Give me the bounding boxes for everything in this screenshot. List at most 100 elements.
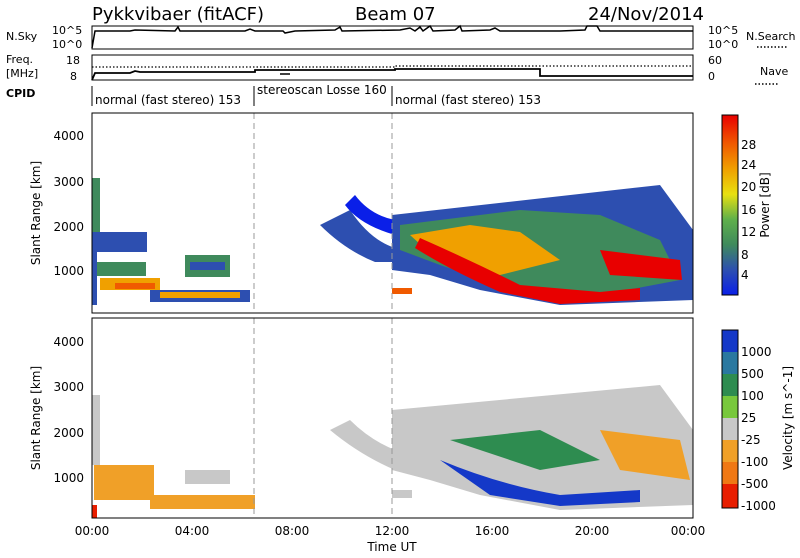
velocity-echo-e: [92, 505, 97, 518]
power-cb-tick-12: 12: [741, 225, 756, 239]
power-ytick-3000: 3000: [53, 175, 84, 189]
velocity-ytick-1000: 1000: [53, 471, 84, 485]
power-panel: 1000 2000 3000 4000 Slant Range [km] 4 8…: [29, 112, 772, 314]
xtick-0000: 00:00: [75, 524, 110, 538]
velocity-echo-c: [150, 495, 255, 509]
xtick-1200: 12:00: [375, 524, 410, 538]
velocity-cb-tick-1000: 1000: [741, 345, 772, 359]
power-ytick-2000: 2000: [53, 220, 84, 234]
nave-label: Nave: [760, 65, 788, 78]
velocity-panel: 1000 2000 3000 4000 Slant Range [km] 00:…: [29, 317, 795, 554]
velocity-panel-frame: [91, 317, 694, 519]
velocity-cb-band-25: [722, 396, 738, 418]
nsky-line: [91, 24, 693, 49]
power-echo-b: [92, 232, 147, 252]
xtick-2000: 20:00: [575, 524, 610, 538]
freq-left-tick-bottom: 8: [70, 70, 77, 83]
power-cb-tick-28: 28: [741, 138, 756, 152]
velocity-cb-band-500: [722, 352, 738, 374]
velocity-scatter: [92, 385, 693, 518]
cpid-segment-3: normal (fast stereo) 153: [395, 93, 541, 107]
xtick-0800: 08:00: [275, 524, 310, 538]
power-echo-e: [115, 283, 155, 289]
velocity-cb-band-neg25: [722, 418, 738, 440]
velocity-cb-tick-neg1000: -1000: [741, 499, 776, 513]
xtick-2400: 00:00: [671, 524, 706, 538]
nsearch-label: N.Search: [746, 30, 796, 43]
cpid-segment-2: stereoscan Losse 160: [257, 83, 387, 97]
velocity-cb-band-neg1000: [722, 484, 738, 508]
cpid-segment-1: normal (fast stereo) 153: [95, 93, 241, 107]
xtick-0400: 04:00: [175, 524, 210, 538]
velocity-echo-k: [392, 490, 412, 498]
velocity-cb-band-neg500: [722, 462, 738, 484]
power-echo-a: [92, 178, 100, 238]
velocity-cb-tick-500: 500: [741, 367, 764, 381]
power-echo-c: [96, 262, 146, 276]
power-ylabel: Slant Range [km]: [29, 161, 43, 265]
xlabel: Time UT: [366, 540, 417, 554]
power-colorbar-label: Power [dB]: [758, 172, 772, 237]
power-echo-j: [92, 250, 97, 305]
power-panel-frame: [91, 112, 694, 314]
freq-panel: Freq. [MHz] 18 8 60 0 Nave: [6, 53, 788, 85]
power-cb-tick-8: 8: [741, 248, 749, 262]
power-echo-l: [345, 195, 395, 235]
nsky-left-tick-bottom: 10^0: [52, 38, 82, 51]
velocity-echo-a: [92, 395, 100, 465]
velocity-cb-tick-25: 25: [741, 411, 756, 425]
velocity-ylabel: Slant Range [km]: [29, 366, 43, 470]
nsky-right-tick-top: 10^5: [708, 24, 738, 37]
velocity-cb-band-1000: [722, 330, 738, 352]
velocity-colorbar-label: Velocity [m s^-1]: [781, 366, 795, 470]
nave-line: [92, 65, 693, 68]
xtick-1600: 16:00: [475, 524, 510, 538]
power-echo-p: [415, 238, 640, 304]
power-cb-tick-4: 4: [741, 268, 749, 282]
power-scatter: [92, 178, 693, 305]
power-echo-r: [392, 288, 412, 294]
velocity-colorbar-frame: [721, 329, 739, 509]
station-title: Pykkvibaer (fitACF): [92, 4, 264, 25]
velocity-ytick-2000: 2000: [53, 426, 84, 440]
nsky-panel-frame: [91, 25, 694, 50]
velocity-cb-tick-neg500: -500: [741, 477, 768, 491]
velocity-echo-h: [440, 460, 640, 506]
cpid-label: CPID: [6, 87, 35, 100]
power-cb-tick-16: 16: [741, 203, 756, 217]
velocity-cb-band-100: [722, 374, 738, 396]
date-title: 24/Nov/2014: [588, 4, 704, 25]
power-colorbar: [721, 114, 739, 296]
power-echo-q: [600, 250, 682, 280]
cpid-row: CPID normal (fast stereo) 153 stereoscan…: [6, 83, 541, 107]
velocity-cb-band-neg100: [722, 440, 738, 462]
velocity-ytick-3000: 3000: [53, 380, 84, 394]
velocity-cb-tick-neg100: -100: [741, 455, 768, 469]
velocity-cb-tick-neg25: -25: [741, 433, 761, 447]
velocity-echo-b: [94, 465, 154, 500]
velocity-colorbar: [721, 329, 739, 509]
power-cb-tick-20: 20: [741, 180, 756, 194]
freq-label-2: [MHz]: [6, 67, 38, 80]
freq-left-tick-top: 18: [66, 54, 80, 67]
nave-right-tick-bottom: 0: [708, 70, 715, 83]
velocity-ytick-4000: 4000: [53, 335, 84, 349]
power-ytick-4000: 4000: [53, 129, 84, 143]
freq-label-1: Freq.: [6, 53, 33, 66]
velocity-echo-d: [185, 470, 230, 484]
nsky-right-tick-bottom: 10^0: [708, 38, 738, 51]
freq-line: [91, 68, 693, 81]
velocity-echo-i: [450, 430, 600, 470]
nsky-left-tick-top: 10^5: [52, 24, 82, 37]
velocity-echo-f: [330, 420, 395, 470]
power-echo-k: [320, 210, 395, 262]
nave-right-tick-top: 60: [708, 54, 722, 67]
nsky-panel: N.Sky 10^5 10^0 10^5 10^0 N.Search: [6, 24, 796, 51]
power-echo-i: [190, 262, 225, 270]
velocity-echo-j: [600, 430, 690, 480]
power-ytick-1000: 1000: [53, 264, 84, 278]
power-cb-tick-24: 24: [741, 158, 756, 172]
velocity-cb-tick-100: 100: [741, 389, 764, 403]
beam-title: Beam 07: [355, 4, 436, 25]
